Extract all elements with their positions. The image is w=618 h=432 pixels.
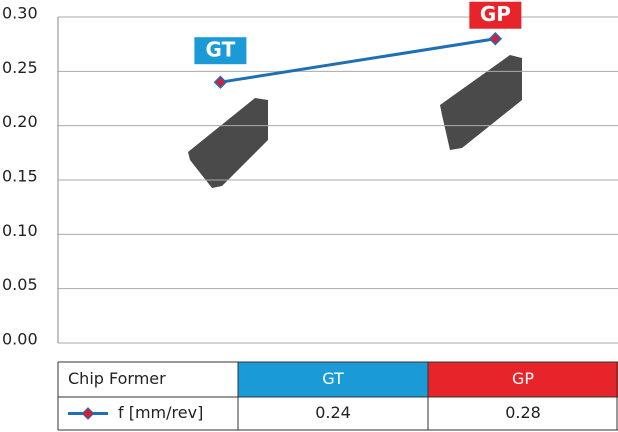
y-tick-label: 0.20 (2, 112, 38, 131)
y-tick-label: 0.15 (2, 167, 38, 186)
legend-marker (81, 407, 95, 420)
legend-label: f [mm/rev] (118, 403, 203, 422)
marker (488, 32, 503, 46)
table-category: GP (512, 369, 534, 388)
category-badge-label: GT (206, 38, 236, 62)
table-value: 0.24 (315, 403, 351, 422)
marker (213, 75, 228, 89)
y-tick-label: 0.10 (2, 221, 38, 240)
category-badge (194, 37, 247, 65)
tool-image (188, 55, 522, 188)
table-category: GT (322, 369, 344, 388)
table-value: 0.28 (505, 403, 541, 422)
table-header-cell (428, 362, 618, 397)
y-tick-label: 0.30 (2, 4, 38, 23)
y-tick-label: 0.25 (2, 58, 38, 77)
table-header-cell (238, 362, 428, 397)
y-tick-label: 0.00 (2, 330, 38, 349)
category-badge-label: GP (480, 2, 511, 26)
table-header: Chip Former (68, 369, 166, 388)
category-badge (469, 1, 522, 29)
line (220, 37, 496, 84)
y-tick-label: 0.05 (2, 275, 38, 294)
